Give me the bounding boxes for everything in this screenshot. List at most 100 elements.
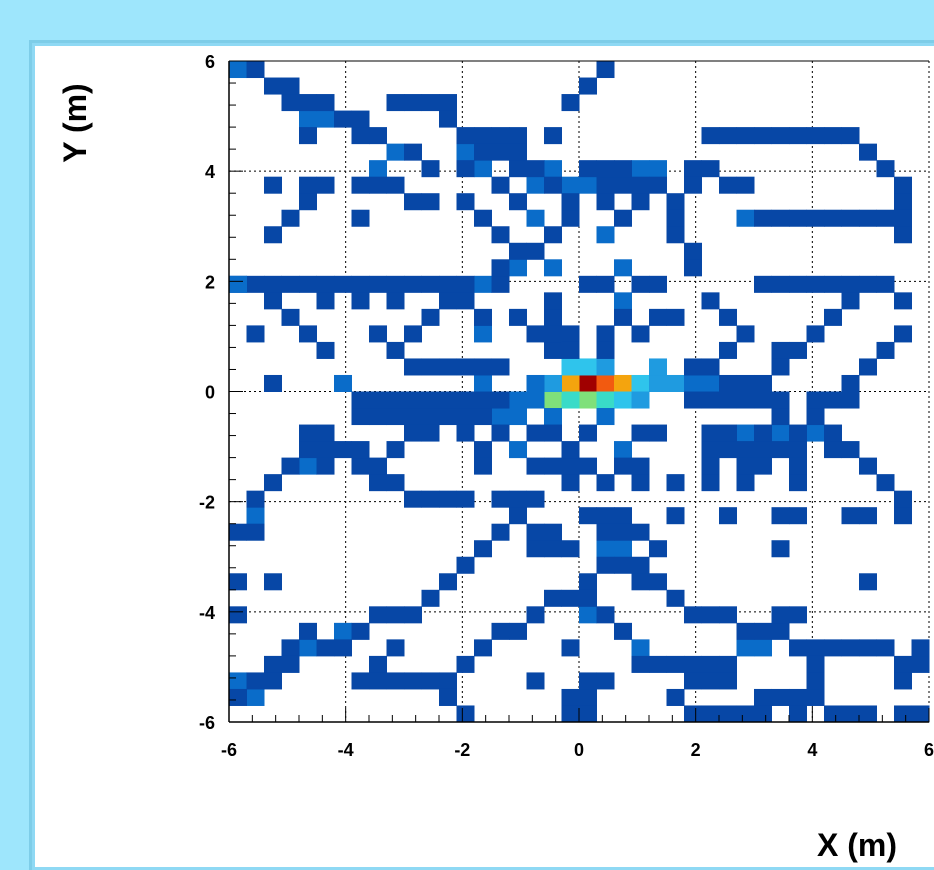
heatmap-cell	[771, 688, 790, 706]
heatmap-cell	[666, 688, 685, 706]
heatmap-cell	[771, 127, 790, 145]
heatmap-cell	[894, 292, 912, 310]
heatmap-cell	[264, 655, 282, 673]
heatmap-cell	[299, 639, 317, 657]
heatmap-cells	[229, 61, 930, 723]
heatmap-cell	[579, 424, 597, 442]
heatmap-cell	[334, 622, 352, 640]
heatmap-cell	[299, 94, 317, 112]
heatmap-cell	[894, 209, 912, 227]
heatmap-cell	[404, 606, 422, 624]
heatmap-cell	[509, 193, 527, 211]
heatmap-cell	[614, 160, 632, 178]
heatmap-cell	[719, 606, 737, 624]
heatmap-cell	[299, 193, 317, 211]
heatmap-cell	[841, 209, 860, 227]
heatmap-cell	[544, 540, 562, 558]
heatmap-cell	[421, 408, 440, 426]
heatmap-cell	[806, 672, 825, 690]
heatmap-cell	[789, 639, 807, 657]
heatmap-cell	[334, 374, 352, 392]
heatmap-cell	[701, 655, 720, 673]
heatmap-cell	[246, 61, 265, 79]
heatmap-cell	[561, 209, 580, 227]
heatmap-cell	[264, 292, 282, 310]
heatmap-cell	[649, 358, 667, 376]
heatmap-cell	[736, 705, 755, 723]
heatmap-cell	[439, 688, 457, 706]
heatmap-cell	[509, 160, 527, 178]
heatmap-cell	[806, 325, 825, 343]
heatmap-cell	[614, 374, 632, 392]
heatmap-cell	[404, 275, 422, 293]
heatmap-cell	[509, 391, 527, 409]
heatmap-cell	[579, 705, 597, 723]
heatmap-cell	[771, 358, 790, 376]
heatmap-cell	[561, 94, 580, 112]
heatmap-cell	[754, 275, 772, 293]
heatmap-cell	[456, 193, 475, 211]
heatmap-cell	[771, 209, 790, 227]
heatmap-cell	[491, 226, 510, 244]
heatmap-cell	[491, 391, 510, 409]
heatmap-cell	[544, 391, 562, 409]
heatmap-cell	[771, 275, 790, 293]
heatmap-cell	[841, 639, 860, 657]
heatmap-cell	[666, 308, 685, 326]
heatmap-cell	[421, 589, 440, 607]
x-tick-label: -4	[338, 740, 354, 760]
heatmap-cell	[719, 391, 737, 409]
heatmap-cell	[876, 209, 895, 227]
heatmap-cell	[474, 127, 492, 145]
heatmap-cell	[264, 176, 282, 194]
heatmap-cell	[666, 474, 685, 492]
heatmap-cell	[404, 325, 422, 343]
heatmap-cell	[491, 275, 510, 293]
heatmap-cell	[369, 160, 387, 178]
heatmap-cell	[579, 688, 597, 706]
heatmap-cell	[369, 606, 387, 624]
heatmap-cell	[509, 242, 527, 260]
heatmap-cell	[596, 672, 615, 690]
heatmap-cell	[369, 127, 387, 145]
heatmap-cell	[614, 507, 632, 525]
heatmap-cell	[316, 424, 335, 442]
heatmap-cell	[351, 457, 370, 475]
heatmap-cell	[561, 341, 580, 359]
heatmap-cell	[631, 275, 650, 293]
heatmap-cell	[631, 474, 650, 492]
heatmap-cell	[351, 292, 370, 310]
heatmap-cell	[544, 408, 562, 426]
heatmap-cell	[561, 325, 580, 343]
heatmap-cell	[369, 391, 387, 409]
heatmap-cell	[789, 507, 807, 525]
heatmap-cell	[876, 639, 895, 657]
heatmap-cell	[544, 259, 562, 277]
heatmap-cell	[631, 391, 650, 409]
heatmap-cell	[456, 408, 475, 426]
heatmap-cell	[526, 325, 545, 343]
heatmap-cell	[491, 424, 510, 442]
heatmap-cell	[859, 143, 877, 161]
y-tick-label: -2	[199, 493, 215, 513]
heatmap-cell	[299, 622, 317, 640]
heatmap-cell	[684, 176, 702, 194]
heatmap-cell	[264, 226, 282, 244]
heatmap-cell	[439, 573, 457, 591]
heatmap-cell	[701, 672, 720, 690]
heatmap-cell	[281, 94, 300, 112]
heatmap-cell	[824, 391, 842, 409]
heatmap-cell	[491, 490, 510, 508]
heatmap-cell	[369, 275, 387, 293]
x-tick-label: 0	[574, 740, 584, 760]
heatmap-cell	[859, 573, 877, 591]
heatmap-cell	[841, 275, 860, 293]
heatmap-cell	[421, 490, 440, 508]
heatmap-cell	[386, 94, 405, 112]
heatmap-cell	[281, 275, 300, 293]
heatmap-cell	[351, 622, 370, 640]
heatmap-cell	[789, 209, 807, 227]
heatmap-cell	[614, 209, 632, 227]
heatmap-cell	[684, 242, 702, 260]
y-tick-label: 4	[205, 162, 215, 182]
